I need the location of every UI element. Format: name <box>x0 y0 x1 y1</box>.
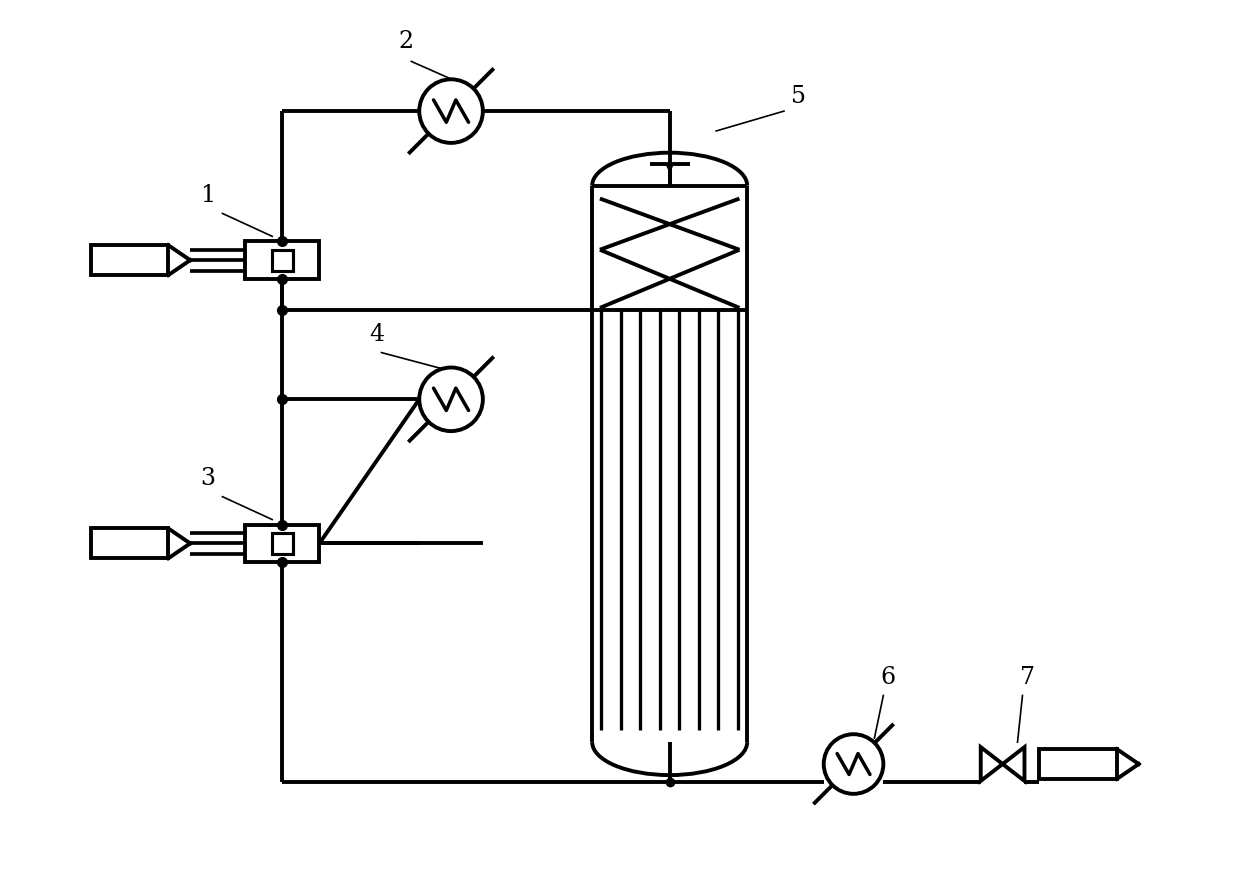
Text: 2: 2 <box>399 30 414 53</box>
Circle shape <box>823 734 883 794</box>
Bar <box>91 528 169 559</box>
Text: 1: 1 <box>200 184 216 207</box>
Text: 4: 4 <box>370 324 384 346</box>
Bar <box>272 249 293 271</box>
Bar <box>272 533 293 553</box>
Circle shape <box>419 80 482 143</box>
Text: 5: 5 <box>791 85 806 107</box>
Text: 7: 7 <box>1021 666 1035 689</box>
Bar <box>91 245 169 275</box>
Polygon shape <box>1003 747 1024 781</box>
Text: 3: 3 <box>200 468 215 490</box>
Text: 6: 6 <box>880 666 895 689</box>
Polygon shape <box>981 747 1003 781</box>
Bar <box>244 241 320 279</box>
Circle shape <box>419 367 482 431</box>
Bar <box>244 525 320 562</box>
Bar <box>1039 749 1117 779</box>
